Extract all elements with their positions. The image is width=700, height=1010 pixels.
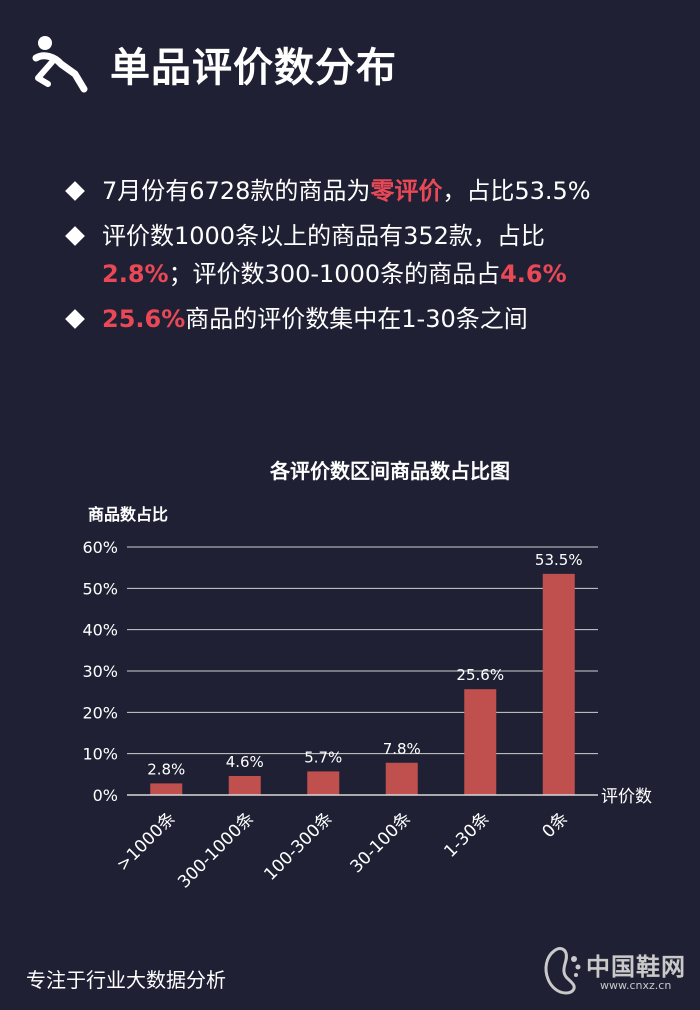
bar [307,771,340,795]
bullet-item: 评价数1000条以上的商品有352款，占比 2.8%；评价数300-1000条的商… [62,217,682,293]
bullet-text: 商品的评价数集中在1-30条之间 [185,305,528,333]
diamond-bullet-icon [65,309,85,329]
y-tick-label: 20% [82,703,118,722]
y-tick-label: 60% [82,538,118,557]
bullet-text: ，占比53.5% [442,177,591,205]
bullet-list: 7月份有6728款的商品为零评价，占比53.5% 评价数1000条以上的商品有3… [62,172,682,345]
footer-text: 专注于行业大数据分析 [26,968,226,992]
person-bowing-icon [32,36,88,93]
bar [150,783,183,795]
bar [464,689,497,795]
x-tick-label: 0条 [538,808,572,842]
diamond-bullet-icon [65,226,85,246]
y-tick-label: 10% [82,745,118,764]
data-label: 2.8% [147,760,185,778]
bullet-highlight: 4.6% [500,260,567,288]
x-tick-label: 30-100条 [347,808,416,877]
bullet-highlight: 零评价 [370,177,443,205]
data-label: 4.6% [226,753,264,771]
x-tick-label: 100-300条 [260,808,336,884]
page-title: 单品评价数分布 [110,45,397,91]
x-axis-label: 评价数 [601,787,652,807]
logo-url: www.cnxz.cn [600,979,672,992]
y-axis-label: 商品数占比 [88,505,168,524]
bullet-text: ；评价数300-1000条的商品占 [168,260,501,288]
bullet-text: 7月份有6728款的商品为 [102,177,371,205]
logo-name: 中国鞋网 [586,953,686,981]
header: 单品评价数分布 [28,34,397,94]
diamond-bullet-icon [65,181,85,201]
data-label: 53.5% [535,551,583,569]
data-label: 5.7% [304,748,342,766]
bullet-item: 25.6%商品的评价数集中在1-30条之间 [62,300,682,338]
y-tick-label: 0% [93,786,118,805]
x-tick-label: 1-30条 [440,808,493,861]
x-tick-label: 300-1000条 [174,808,258,892]
brand-logo: 中国鞋网 www.cnxz.cn [540,945,690,1000]
chart-title: 各评价数区间商品数占比图 [269,459,510,483]
bullet-item: 7月份有6728款的商品为零评价，占比53.5% [62,172,682,210]
x-tick-label: >1000条 [113,808,180,875]
shoe-logo-icon [544,947,581,995]
y-tick-label: 30% [82,662,118,681]
data-label: 7.8% [383,740,421,758]
bullet-highlight: 2.8% [102,260,169,288]
bar [228,775,261,795]
bar [385,762,418,795]
data-label: 25.6% [456,666,504,684]
y-tick-label: 50% [82,579,118,598]
y-tick-label: 40% [82,621,118,640]
bar-chart: 各评价数区间商品数占比图 商品数占比 评价数 0% 10% 20% 30% 40% 50%… [82,459,652,892]
bullet-text: 评价数1000条以上的商品有352款，占比 [102,222,545,250]
bullet-highlight: 25.6% [102,305,186,333]
bar [542,573,575,795]
